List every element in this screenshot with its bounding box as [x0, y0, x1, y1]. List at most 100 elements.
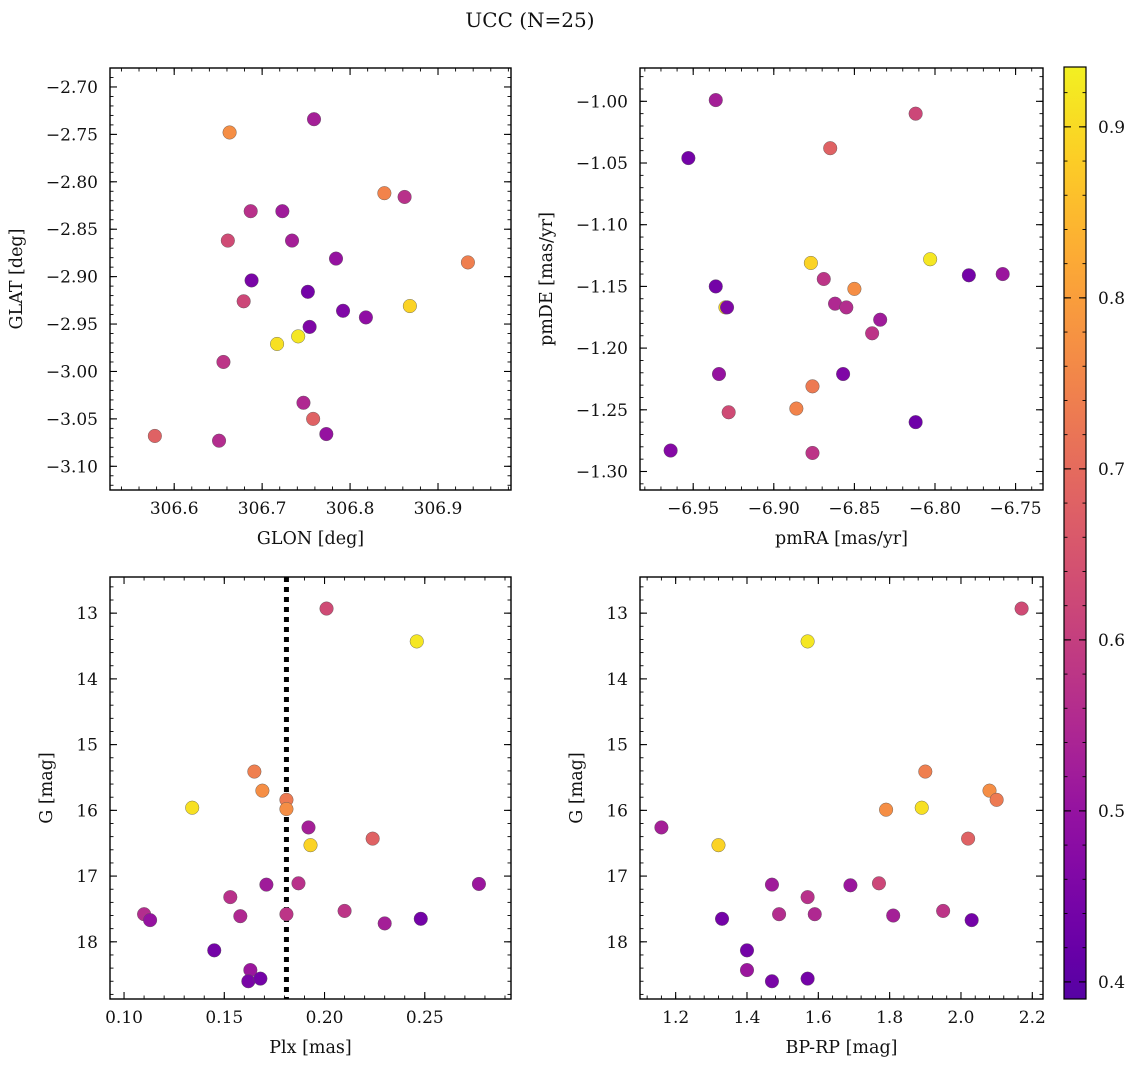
y-tick-label: 14 [606, 670, 628, 690]
colorbar-gradient [1064, 67, 1086, 999]
y-tick-label: −1.30 [576, 462, 628, 482]
data-point [908, 415, 923, 430]
data-point [147, 428, 162, 443]
data-point [865, 326, 880, 341]
data-point [409, 634, 424, 649]
data-point [805, 379, 820, 394]
y-tick-label: 14 [76, 670, 98, 690]
data-point [222, 125, 237, 140]
y-tick-label: 18 [606, 933, 628, 953]
y-tick-label: −1.00 [576, 92, 628, 112]
x-tick-label: 2.0 [947, 1008, 974, 1028]
data-point [772, 907, 787, 922]
y-tick-label: 13 [76, 604, 98, 624]
ticks-pm: −6.95 −6.90 −6.85 −6.80 −6.75 −1.00 −1.05 −1.10… [576, 68, 1043, 519]
data-point [291, 876, 306, 891]
x-tick-label: −6.80 [909, 499, 961, 519]
x-axis-label: pmRA [mas/yr] [775, 529, 908, 549]
x-tick-label: −6.75 [990, 499, 1042, 519]
data-point [255, 783, 270, 798]
data-point [185, 800, 200, 815]
data-point [291, 329, 306, 344]
x-tick-label: 2.2 [1019, 1008, 1046, 1028]
data-point [823, 141, 838, 156]
data-point [302, 319, 317, 334]
axes-frame [639, 576, 1044, 1000]
y-tick-label: 17 [606, 867, 628, 887]
data-point [285, 233, 300, 248]
data-point [739, 943, 754, 958]
data-point [413, 911, 428, 926]
data-point [319, 427, 334, 442]
y-tick-label: −2.95 [46, 315, 98, 335]
axes-frame [639, 67, 1044, 491]
data-point [721, 405, 736, 420]
data-point [365, 831, 380, 846]
data-point [961, 831, 976, 846]
data-point [279, 907, 294, 922]
y-tick-label: 17 [76, 867, 98, 887]
data-point [800, 634, 815, 649]
data-point [871, 876, 886, 891]
data-point [307, 112, 322, 127]
x-tick-label: 0.15 [205, 1008, 243, 1028]
y-axis-label: GLAT [deg] [7, 229, 27, 330]
data-point [329, 251, 344, 266]
data-point [233, 909, 248, 924]
data-point [143, 913, 158, 928]
data-point [301, 820, 316, 835]
x-tick-label: 0.25 [406, 1008, 444, 1028]
x-tick-label: −6.85 [828, 499, 880, 519]
data-point [270, 336, 285, 351]
panel-cmd: 1.2 1.4 1.6 1.8 2.0 2.2 13 14 15 16 17 18 BP-RP [mag… [567, 576, 1046, 1058]
data-point [764, 974, 779, 989]
data-point [253, 971, 268, 986]
x-tick-label: −6.90 [748, 499, 800, 519]
y-tick-label: −3.00 [46, 362, 98, 382]
data-point [886, 908, 901, 923]
data-point [961, 268, 976, 283]
ticks-lonlat: 306.6 306.7 306.8 306.9 −2.70 −2.75 −2.80 −2.85… [46, 67, 511, 519]
data-point [807, 907, 822, 922]
colorbar-tick-label: 0.4 [1098, 973, 1125, 993]
data-point [918, 764, 933, 779]
y-tick-label: −2.90 [46, 268, 98, 288]
data-point [936, 903, 951, 918]
y-tick-label: −2.75 [46, 125, 98, 145]
y-tick-label: 16 [606, 801, 628, 821]
data-point [259, 877, 274, 892]
data-point [207, 943, 222, 958]
data-point [995, 267, 1010, 282]
data-point [789, 401, 804, 416]
data-point [220, 233, 235, 248]
data-point [800, 890, 815, 905]
colorbar-frame [1063, 66, 1087, 1000]
x-tick-label: 1.2 [662, 1008, 689, 1028]
data-point [243, 204, 258, 219]
y-tick-label: −3.05 [46, 410, 98, 430]
y-tick-label: −2.80 [46, 173, 98, 193]
data-point [212, 433, 227, 448]
data-point [303, 838, 318, 853]
data-point [377, 186, 392, 201]
data-point [800, 971, 815, 986]
data-point [377, 916, 392, 931]
colorbar-tick-label: 0.7 [1098, 460, 1125, 480]
y-tick-label: −2.85 [46, 220, 98, 240]
y-tick-label: 16 [76, 801, 98, 821]
data-point [803, 255, 818, 270]
x-tick-label: 306.8 [326, 499, 375, 519]
data-point [654, 820, 669, 835]
data-point [460, 255, 475, 270]
y-tick-label: 18 [76, 933, 98, 953]
data-point [711, 838, 726, 853]
colorbar-tick-label: 0.5 [1098, 802, 1125, 822]
data-point [923, 252, 938, 267]
data-point [275, 204, 290, 219]
x-tick-label: 1.4 [733, 1008, 760, 1028]
axes-frame [109, 576, 512, 1000]
ticks-plx: 0.10 0.15 0.20 0.25 13 14 15 16 17 18 [76, 577, 511, 1028]
data-point [847, 281, 862, 296]
data-point [306, 411, 321, 426]
